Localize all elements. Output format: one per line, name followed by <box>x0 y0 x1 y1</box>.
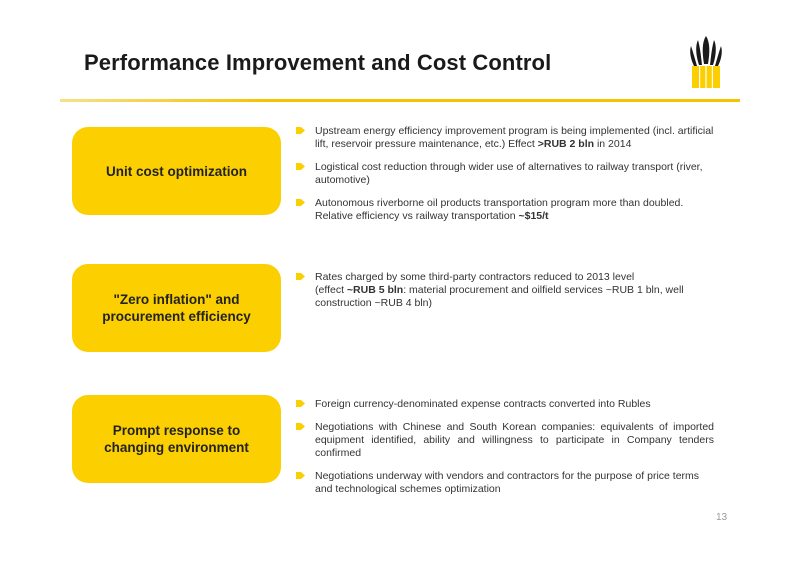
list-item: Autonomous riverborne oil products trans… <box>296 197 714 223</box>
list-item: Rates charged by some third-party contra… <box>296 271 714 310</box>
bullet-arrow-icon <box>296 423 305 430</box>
section-label-prompt-response: Prompt response to changing environment <box>72 395 281 483</box>
list-item: Logistical cost reduction through wider … <box>296 161 714 187</box>
header-divider <box>60 99 740 102</box>
list-item: Upstream energy efficiency improvement p… <box>296 125 714 151</box>
section-label-zero-inflation: "Zero inflation" and procurement efficie… <box>72 264 281 352</box>
bullet-arrow-icon <box>296 400 305 407</box>
bullet-list-zero-inflation: Rates charged by some third-party contra… <box>296 271 714 320</box>
section-label-unit-cost: Unit cost optimization <box>72 127 281 215</box>
bullet-arrow-icon <box>296 273 305 280</box>
page-title: Performance Improvement and Cost Control <box>84 50 552 75</box>
bullet-arrow-icon <box>296 163 305 170</box>
list-item: Negotiations underway with vendors and c… <box>296 470 714 496</box>
list-item: Negotiations with Chinese and South Kore… <box>296 421 714 460</box>
bullet-arrow-icon <box>296 199 305 206</box>
bullet-list-prompt-response: Foreign currency-denominated expense con… <box>296 398 714 506</box>
bullet-arrow-icon <box>296 127 305 134</box>
list-item: Foreign currency-denominated expense con… <box>296 398 714 411</box>
company-logo <box>690 36 722 88</box>
bullet-arrow-icon <box>296 472 305 479</box>
page-number: 13 <box>716 512 728 523</box>
bullet-list-unit-cost: Upstream energy efficiency improvement p… <box>296 125 714 233</box>
